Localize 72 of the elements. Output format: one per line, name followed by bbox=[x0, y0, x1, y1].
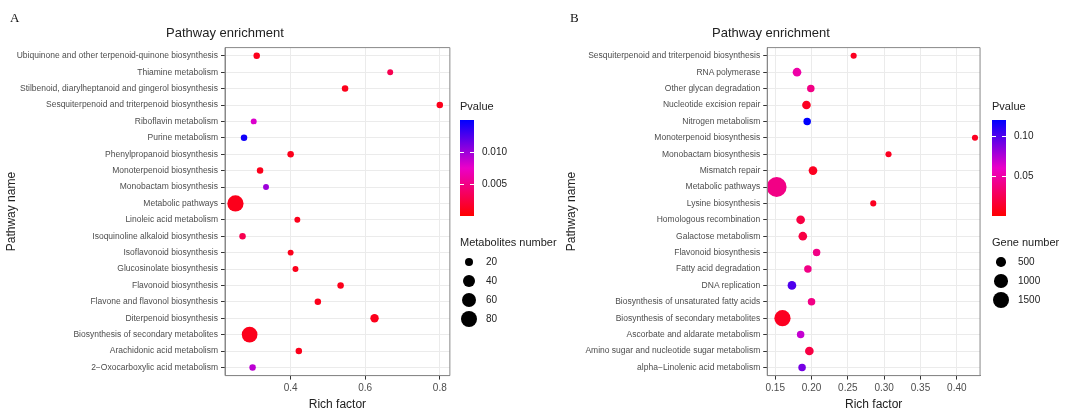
y-tick-label: Isoflavonoid biosynthesis bbox=[123, 246, 218, 257]
y-tick-label: Riboflavin metabolism bbox=[134, 115, 218, 126]
text: A bbox=[10, 9, 20, 25]
y-tick-label: Biosynthesis of secondary metabolites bbox=[73, 328, 218, 339]
legend-label: 60 bbox=[486, 294, 498, 305]
x-tick-label: 0.35 bbox=[910, 382, 931, 394]
y-tick-label: Purine metabolism bbox=[147, 132, 218, 143]
y-tick-label: Galactose metabolism bbox=[676, 230, 761, 241]
x-tick-label: 0.15 bbox=[765, 382, 786, 394]
color-bar-label: 0.05 bbox=[1014, 170, 1034, 181]
y-tick-label: DNA replication bbox=[701, 279, 761, 290]
y-tick-label: Monobactam biosynthesis bbox=[119, 181, 218, 192]
y-tick-label: Nitrogen metabolism bbox=[682, 115, 761, 126]
text: B bbox=[570, 9, 579, 25]
x-tick-label: 0.20 bbox=[801, 382, 822, 394]
legend-title: Metabolites number bbox=[460, 236, 557, 248]
x-tick-label: 0.30 bbox=[874, 382, 895, 394]
y-tick-label: Monobactam biosynthesis bbox=[661, 148, 761, 159]
y-tick-label: Nucleotide excision repair bbox=[662, 99, 761, 110]
x-tick-label: 0.40 bbox=[947, 382, 967, 394]
legend-label: 80 bbox=[486, 313, 498, 324]
y-tick-label: Arachidonic acid metabolism bbox=[109, 345, 218, 356]
y-tick-label: Phenylpropanoid biosynthesis bbox=[105, 148, 218, 159]
y-tick-label: Ubiquinone and other terpenoid-quinone biosynthesis bbox=[16, 50, 218, 61]
y-tick-label: Flavone and flavonol biosynthesis bbox=[90, 296, 218, 307]
y-tick-label: Biosynthesis of unsaturated fatty acids bbox=[615, 296, 761, 307]
y-tick-label: Homologous recombination bbox=[656, 214, 761, 225]
legend-label: 1000 bbox=[1018, 275, 1041, 286]
y-tick-label: 2−Oxocarboxylic acid metabolism bbox=[91, 361, 218, 372]
color-bar-title: Pvalue bbox=[992, 100, 1026, 112]
y-axis-title: Pathway name bbox=[563, 171, 578, 252]
y-tick-label: Diterpenoid biosynthesis bbox=[125, 312, 218, 323]
chart-title: Pathway enrichment bbox=[166, 25, 285, 41]
legend-label: 1500 bbox=[1018, 294, 1041, 305]
color-bar-title: Pvalue bbox=[460, 100, 494, 112]
legend-label: 500 bbox=[1018, 256, 1035, 267]
y-tick-label: alpha−Linolenic acid metabolism bbox=[637, 361, 761, 372]
y-tick-label: RNA polymerase bbox=[696, 66, 761, 77]
x-tick-label: 0.25 bbox=[838, 382, 859, 394]
color-bar-label: 0.10 bbox=[1014, 130, 1034, 141]
legend-label: 20 bbox=[486, 256, 498, 267]
y-tick-label: Sesquiterpenoid and triterpenoid biosynthesis bbox=[588, 50, 761, 61]
y-tick-label: Sesquiterpenoid and triterpenoid biosynthesis bbox=[45, 99, 218, 110]
x-tick-label: 0.8 bbox=[432, 382, 448, 394]
y-tick-label: Thiamine metabolism bbox=[137, 66, 218, 77]
y-axis-title: Pathway name bbox=[3, 171, 18, 252]
y-tick-label: Metabolic pathways bbox=[143, 197, 218, 208]
y-tick-label: Linoleic acid metabolism bbox=[125, 214, 218, 225]
y-tick-label: Lysine biosynthesis bbox=[686, 197, 761, 208]
y-tick-label: Ascorbate and aldarate metabolism bbox=[626, 328, 761, 339]
y-tick-label: Biosynthesis of secondary metabolites bbox=[615, 312, 761, 323]
x-axis-title: Rich factor bbox=[844, 397, 903, 412]
y-tick-label: Monoterpenoid biosynthesis bbox=[112, 164, 218, 175]
y-tick-label: Other glycan degradation bbox=[664, 82, 761, 93]
y-tick-label: Flavonoid biosynthesis bbox=[674, 246, 761, 257]
x-tick-label: 0.4 bbox=[283, 382, 299, 394]
chart-title: Pathway enrichment bbox=[712, 25, 831, 41]
legend-label: 40 bbox=[486, 275, 498, 286]
y-tick-label: Mismatch repair bbox=[699, 164, 761, 175]
y-tick-label: Metabolic pathways bbox=[685, 181, 761, 192]
color-bar-label: 0.010 bbox=[482, 146, 508, 157]
color-bar-label: 0.005 bbox=[482, 178, 508, 189]
y-tick-label: Isoquinoline alkaloid biosynthesis bbox=[92, 230, 218, 241]
y-tick-label: Monoterpenoid biosynthesis bbox=[654, 132, 761, 143]
y-tick-label: Amino sugar and nucleotide sugar metabolism bbox=[585, 345, 761, 356]
y-tick-label: Glucosinolate biosynthesis bbox=[117, 263, 218, 274]
x-axis-title: Rich factor bbox=[308, 397, 367, 412]
y-tick-label: Stilbenoid, diarylheptanoid and gingerol biosynthesis bbox=[20, 82, 218, 93]
x-tick-label: 0.6 bbox=[358, 382, 373, 394]
y-tick-label: Flavonoid biosynthesis bbox=[132, 279, 218, 290]
y-tick-label: Fatty acid degradation bbox=[676, 263, 761, 274]
legend-title: Gene number bbox=[992, 236, 1060, 248]
